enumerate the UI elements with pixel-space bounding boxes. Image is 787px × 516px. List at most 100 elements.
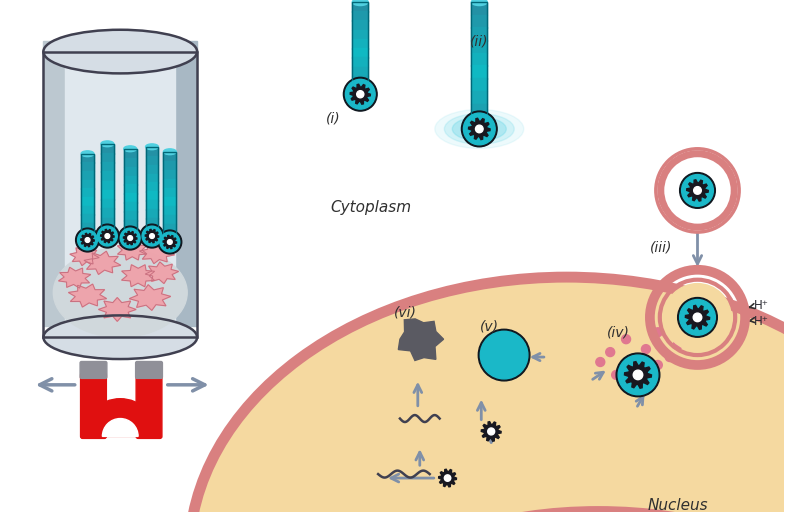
Polygon shape — [438, 469, 456, 487]
Polygon shape — [625, 362, 652, 388]
Bar — [146, 173, 158, 183]
Ellipse shape — [81, 151, 94, 157]
Circle shape — [345, 79, 375, 109]
Circle shape — [596, 358, 604, 366]
Bar — [124, 220, 137, 230]
Ellipse shape — [453, 117, 506, 141]
Ellipse shape — [445, 114, 514, 144]
FancyBboxPatch shape — [80, 373, 106, 439]
Polygon shape — [84, 251, 121, 275]
Circle shape — [682, 174, 713, 206]
Circle shape — [127, 236, 132, 240]
Bar — [176, 41, 197, 326]
Bar — [101, 144, 114, 154]
Bar — [353, 21, 368, 30]
Ellipse shape — [190, 278, 787, 516]
Text: Cytoplasm: Cytoplasm — [331, 200, 412, 215]
Bar — [3, 0, 271, 512]
Circle shape — [618, 355, 658, 395]
Bar — [124, 185, 137, 194]
Circle shape — [673, 341, 682, 350]
Bar — [353, 2, 368, 94]
Bar — [124, 175, 137, 185]
Text: H⁺: H⁺ — [754, 299, 769, 312]
Circle shape — [98, 226, 117, 246]
Bar — [353, 48, 368, 58]
Ellipse shape — [43, 315, 197, 359]
Bar — [164, 179, 176, 188]
Circle shape — [680, 172, 715, 208]
Bar — [471, 116, 487, 130]
Bar — [124, 211, 137, 221]
Ellipse shape — [146, 144, 158, 150]
Polygon shape — [129, 285, 171, 311]
Bar — [101, 190, 114, 200]
Circle shape — [693, 313, 702, 321]
Bar — [146, 165, 158, 174]
Circle shape — [150, 234, 154, 238]
Ellipse shape — [435, 109, 523, 149]
Bar — [81, 197, 94, 206]
Bar — [101, 199, 114, 209]
Circle shape — [95, 224, 120, 248]
Bar — [353, 39, 368, 49]
Bar — [124, 149, 137, 158]
Bar — [146, 191, 158, 201]
Polygon shape — [163, 235, 176, 249]
Circle shape — [678, 298, 717, 337]
Text: (iv): (iv) — [607, 325, 630, 340]
Bar — [101, 227, 114, 236]
Bar — [471, 104, 487, 117]
Bar — [164, 152, 176, 162]
Polygon shape — [58, 267, 91, 288]
Bar — [146, 209, 158, 219]
Bar — [353, 2, 368, 12]
Circle shape — [142, 226, 162, 246]
Ellipse shape — [164, 149, 176, 155]
Circle shape — [480, 331, 528, 379]
Circle shape — [118, 226, 142, 250]
Circle shape — [693, 187, 701, 194]
Polygon shape — [482, 422, 501, 441]
Bar — [164, 233, 176, 243]
Bar — [43, 41, 65, 326]
Bar — [164, 224, 176, 233]
Bar — [81, 223, 94, 232]
Bar — [146, 156, 158, 165]
Bar — [471, 14, 487, 28]
Circle shape — [663, 156, 732, 225]
FancyBboxPatch shape — [80, 362, 107, 378]
Circle shape — [653, 328, 663, 337]
Bar — [353, 57, 368, 67]
Bar — [101, 162, 114, 172]
Circle shape — [488, 428, 495, 435]
Bar — [164, 161, 176, 170]
Bar — [471, 2, 487, 129]
Bar — [471, 2, 487, 15]
Ellipse shape — [54, 248, 187, 337]
Circle shape — [343, 77, 377, 111]
Circle shape — [464, 113, 495, 145]
Bar — [146, 147, 158, 236]
Circle shape — [475, 125, 483, 133]
Polygon shape — [685, 305, 710, 329]
Polygon shape — [146, 230, 159, 243]
Bar — [471, 91, 487, 104]
Circle shape — [606, 348, 615, 357]
Bar — [164, 170, 176, 180]
Bar — [101, 144, 114, 236]
Polygon shape — [98, 298, 136, 321]
Polygon shape — [68, 284, 107, 307]
Circle shape — [357, 91, 364, 98]
Bar — [164, 152, 176, 242]
Bar — [124, 167, 137, 176]
Polygon shape — [139, 242, 175, 264]
Bar — [124, 194, 137, 203]
Bar — [164, 206, 176, 215]
Bar — [353, 76, 368, 86]
Circle shape — [680, 299, 715, 335]
Bar — [471, 27, 487, 41]
Ellipse shape — [43, 30, 197, 73]
Bar — [146, 200, 158, 210]
Bar — [124, 229, 137, 238]
